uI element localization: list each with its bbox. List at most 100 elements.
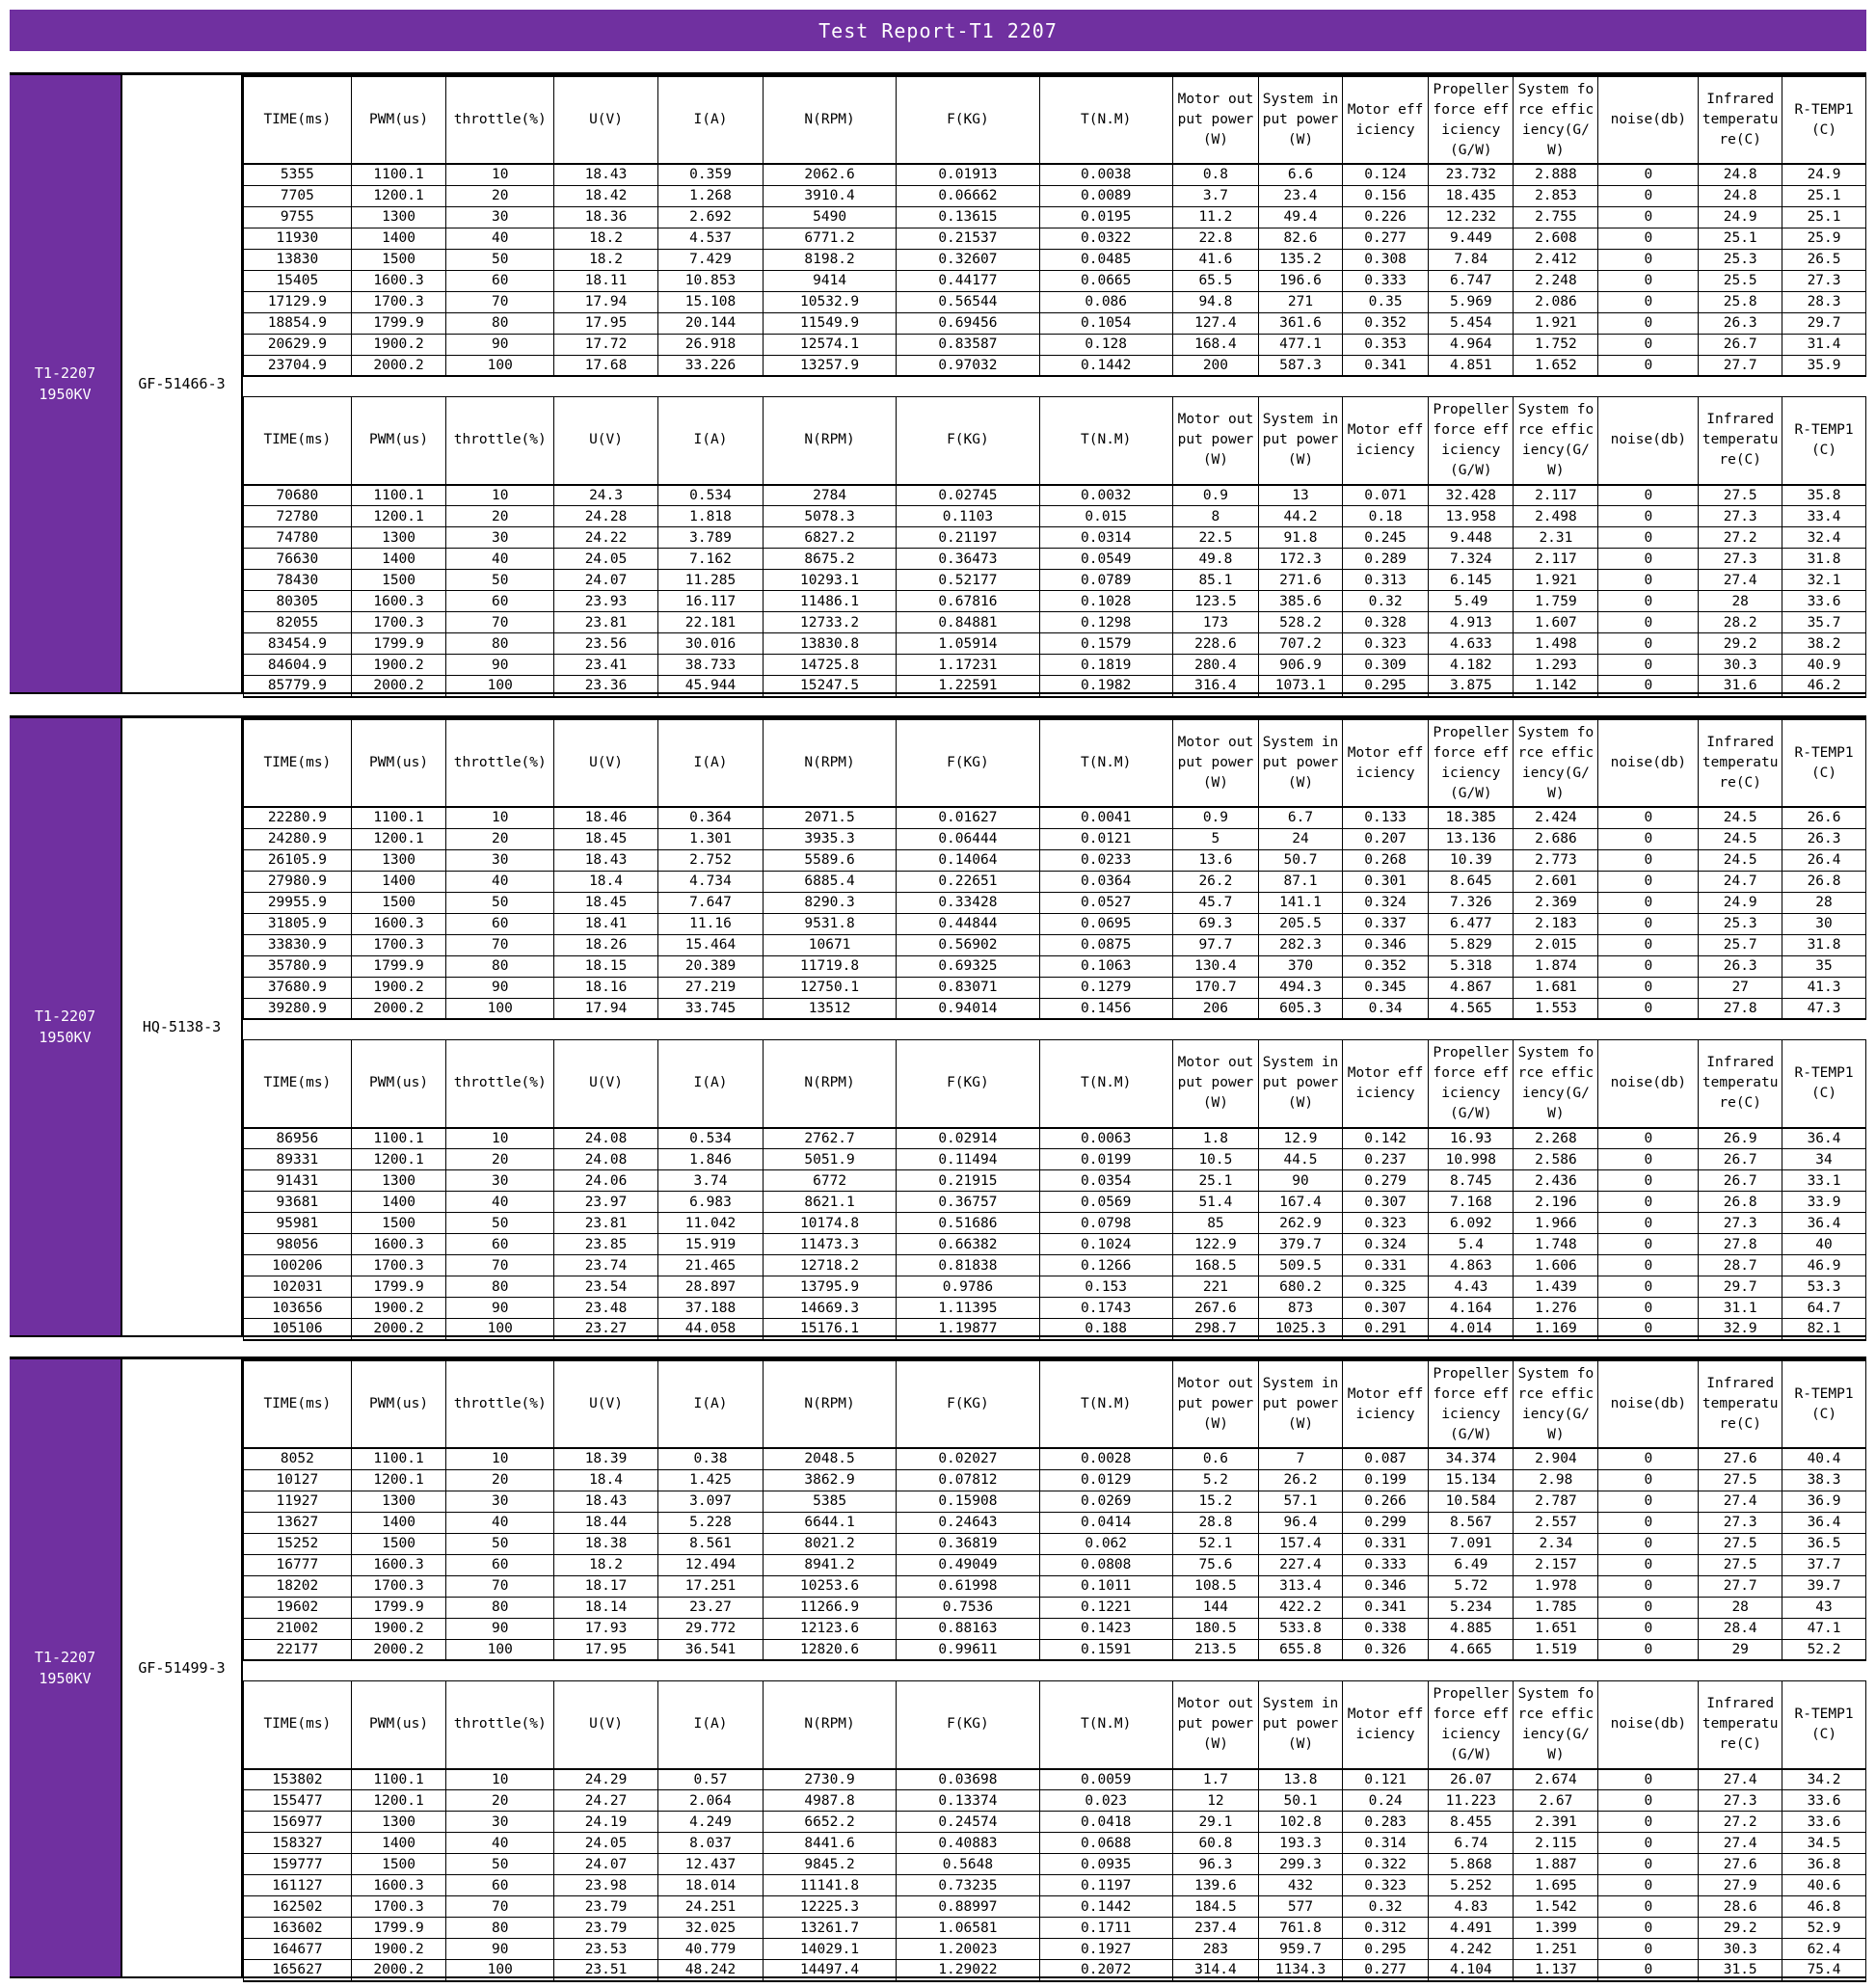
- table-cell: 80: [445, 1276, 555, 1298]
- table-cell: 40: [445, 227, 555, 250]
- table-cell: 18.385: [1428, 806, 1514, 829]
- table-row: 86956 1100.1 10 24.08 0.534 2762.7 0.02914 0.00…: [243, 1127, 1866, 1149]
- table-cell: 5.969: [1428, 290, 1514, 313]
- table-cell: 10253.6: [763, 1574, 898, 1598]
- table-cell: 127.4: [1171, 311, 1260, 335]
- table-cell: 20: [445, 827, 555, 850]
- table-cell: 0.0199: [1038, 1148, 1173, 1170]
- table-cell: 8621.1: [763, 1191, 898, 1213]
- table-cell: 12123.6: [763, 1617, 898, 1640]
- table-cell: 26.3: [1782, 827, 1866, 850]
- table-cell: 41.6: [1171, 248, 1260, 271]
- column-header: Motor output power(W): [1171, 396, 1260, 486]
- table-row: 11930 1400 40 18.2 4.537 6771.2 0.21537 0.0322 2…: [243, 227, 1866, 250]
- table-cell: 6.74: [1428, 1832, 1514, 1854]
- column-header: U(V): [553, 718, 658, 808]
- table-cell: 108.5: [1171, 1574, 1260, 1598]
- table-cell: 69.3: [1171, 912, 1260, 935]
- table-cell: 15176.1: [763, 1318, 898, 1341]
- table-cell: 0: [1597, 933, 1700, 956]
- table-cell: 200: [1171, 354, 1260, 377]
- table-cell: 10532.9: [763, 290, 898, 313]
- table-cell: 9845.2: [763, 1853, 898, 1875]
- column-header: PWM(us): [350, 1359, 447, 1449]
- table-row: 8052 1100.1 10 18.39 0.38 2048.5 0.02027 0.0028…: [243, 1447, 1866, 1470]
- column-header: throttle(%): [445, 396, 555, 486]
- table-cell: 0.322: [1341, 1853, 1430, 1875]
- table-cell: 282.3: [1258, 933, 1343, 956]
- table-cell: 2.67: [1513, 1789, 1599, 1812]
- table-cell: 103656: [243, 1297, 352, 1319]
- table-cell: 2730.9: [763, 1768, 898, 1790]
- table-cell: 0.0527: [1038, 891, 1173, 914]
- table-cell: 0: [1597, 569, 1700, 591]
- table-cell: 90: [445, 654, 555, 676]
- table-cell: 1.921: [1513, 311, 1599, 335]
- table-row: 9755 1300 30 18.36 2.692 5490 0.13615 0.0195 11.…: [243, 205, 1866, 228]
- table-cell: 30.016: [657, 632, 764, 655]
- table-cell: 0.9: [1171, 484, 1260, 506]
- table-cell: 1200.1: [350, 1789, 447, 1812]
- table-cell: 6.145: [1428, 569, 1514, 591]
- table-cell: 18.2: [553, 1553, 658, 1576]
- table-cell: 52.9: [1782, 1917, 1866, 1939]
- table-cell: 6.092: [1428, 1212, 1514, 1234]
- table-cell: 22.5: [1171, 526, 1260, 549]
- table-cell: 23.85: [553, 1233, 658, 1255]
- table-cell: 11.2: [1171, 205, 1260, 228]
- column-header: I(A): [657, 1680, 764, 1770]
- table-cell: 0.13615: [896, 205, 1040, 228]
- table-cell: 14497.4: [763, 1959, 898, 1982]
- table-cell: 29.1: [1171, 1811, 1260, 1833]
- table-cell: 22.181: [657, 611, 764, 633]
- column-header: noise(db): [1597, 718, 1700, 808]
- column-header: TIME(ms): [243, 718, 352, 808]
- table-cell: 90: [445, 1297, 555, 1319]
- table-cell: 28.6: [1698, 1895, 1783, 1918]
- table-cell: 0: [1597, 1596, 1700, 1619]
- table-cell: 1.439: [1513, 1276, 1599, 1298]
- table-cell: 313.4: [1258, 1574, 1343, 1598]
- table-cell: 1200.1: [350, 827, 447, 850]
- table-cell: 0.1024: [1038, 1233, 1173, 1255]
- table-cell: 94.8: [1171, 290, 1260, 313]
- table-cell: 0: [1597, 484, 1700, 506]
- table-cell: 1300: [350, 205, 447, 228]
- table-cell: 93681: [243, 1191, 352, 1213]
- column-header: U(V): [553, 1039, 658, 1129]
- table-cell: 0.1982: [1038, 675, 1173, 698]
- table-cell: 32.025: [657, 1917, 764, 1939]
- table-cell: 64.7: [1782, 1297, 1866, 1319]
- table-cell: 12718.2: [763, 1254, 898, 1276]
- table-cell: 26.918: [657, 333, 764, 356]
- table-cell: 1200.1: [350, 1148, 447, 1170]
- table-cell: 213.5: [1171, 1638, 1260, 1661]
- table-cell: 100: [445, 675, 555, 698]
- table-cell: 27.7: [1698, 354, 1783, 377]
- table-cell: 27.6: [1698, 1853, 1783, 1875]
- table-cell: 533.8: [1258, 1617, 1343, 1640]
- table-cell: 40.9: [1782, 654, 1866, 676]
- table-cell: 90: [445, 1938, 555, 1960]
- table-cell: 8198.2: [763, 248, 898, 271]
- table-cell: 7.647: [657, 891, 764, 914]
- table-cell: 24: [1258, 827, 1343, 850]
- table-cell: 8.745: [1428, 1169, 1514, 1192]
- table-cell: 0.69325: [896, 954, 1040, 978]
- table-cell: 85779.9: [243, 675, 352, 698]
- column-header: U(V): [553, 1359, 658, 1449]
- table-cell: 27.2: [1698, 1811, 1783, 1833]
- table-cell: 2.115: [1513, 1832, 1599, 1854]
- motor-name: T1-2207: [34, 1649, 96, 1666]
- table-cell: 1.301: [657, 827, 764, 850]
- table-cell: 25.1: [1698, 227, 1783, 250]
- table-row: 39280.9 2000.2 100 17.94 33.745 13512 0.94014 0…: [243, 997, 1866, 1020]
- table-cell: 221: [1171, 1276, 1260, 1298]
- table-cell: 1799.9: [350, 311, 447, 335]
- table-cell: 8: [1171, 505, 1260, 527]
- table-cell: 23.732: [1428, 163, 1514, 186]
- table-cell: 0: [1597, 1789, 1700, 1812]
- table-cell: 28.4: [1698, 1617, 1783, 1640]
- table-cell: 0: [1597, 1490, 1700, 1513]
- table-cell: 0.1298: [1038, 611, 1173, 633]
